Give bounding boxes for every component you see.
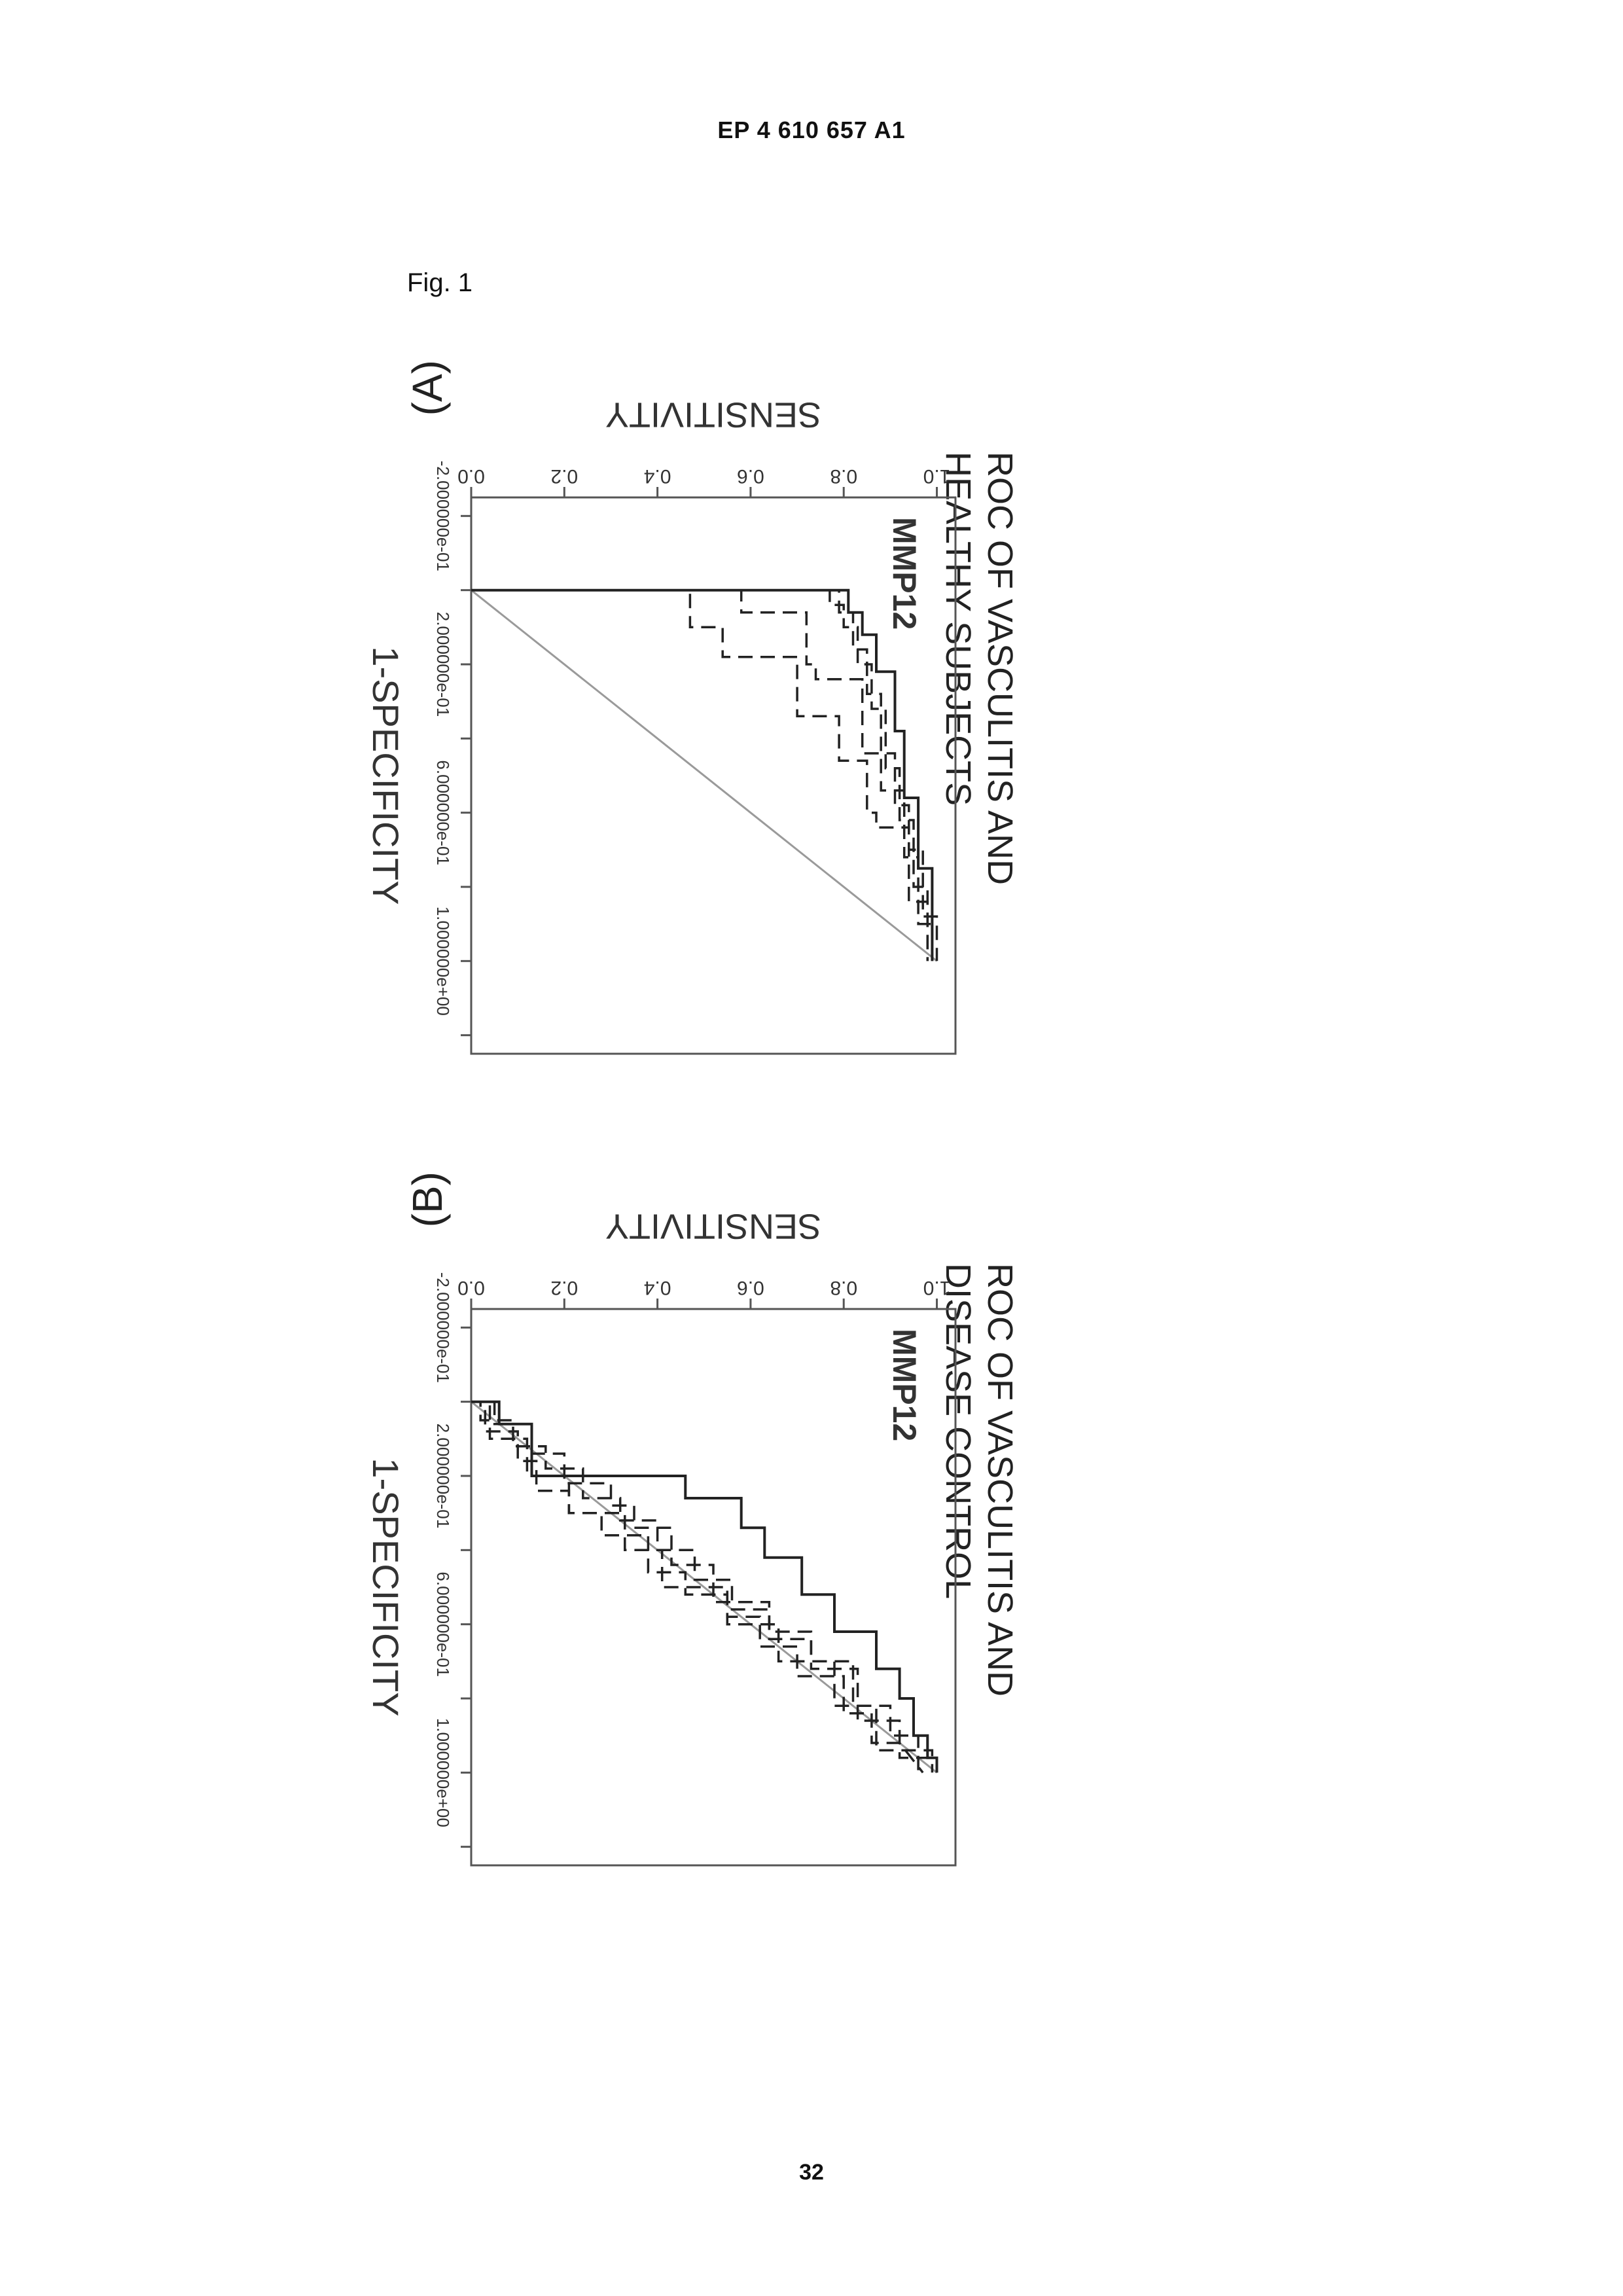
chart-1-y-tick-label-2: 0.4 [644,1277,671,1299]
chart-1-annotation-mmp12: MMP12 [886,1329,923,1441]
chart-1-y-tick-label-3: 0.6 [737,1277,764,1299]
chart-1-x-tick-label-4: 6.000000e-01 [433,1571,453,1676]
chart-1-y-tick-label-1: 0.2 [550,1277,578,1299]
chart-0-y-tick-label-5: 1.0 [923,465,951,487]
chart-0-x-axis-label: 1-SPECIFICITY [365,646,406,905]
figure-label: Fig. 1 [407,268,473,298]
chart-0-x-tick-label-2: 2.000000e-01 [433,612,453,717]
chart-1-plot-frame [471,1309,955,1865]
chart-0-y-tick-label-3: 0.6 [737,465,764,487]
panel-a-title: ROC OF VASCULITIS AND HEALTHY SUBJECTS [937,452,1021,1041]
chart-0-reference-line [471,590,937,961]
chart-1-series-2 [471,1402,932,1773]
chart-0-plot-frame [471,497,955,1054]
panel-b-title: ROC OF VASCULITIS AND DISEASE CONTROL [937,1263,1021,1852]
panel-b-roc-chart: -2.000000e-01 2.000000e-01 6.000000e-01 1.0… [255,1145,1106,1931]
chart-1-x-tick-label-6: 1.000000e+00 [433,1718,453,1827]
panel-a: (A) ROC OF VASCULITIS AND HEALTHY SUBJEC… [255,334,1106,1119]
chart-1-series-3 [471,1402,937,1773]
chart-1-y-tick-label-5: 1.0 [923,1277,951,1299]
document-header-number: EP 4 610 657 A1 [0,117,1623,144]
chart-0-series-4 [471,590,927,961]
chart-0-annotation-mmp12: MMP12 [886,517,923,630]
panel-a-title-line-1: ROC OF VASCULITIS AND [979,452,1021,1041]
chart-1-series-0 [471,1402,937,1773]
chart-0-series-0 [471,590,932,961]
chart-0-x-tick-label-4: 6.000000e-01 [433,760,453,865]
chart-1-reference-line [471,1402,937,1773]
panel-a-letter: (A) [403,360,452,416]
chart-0-x-tick-label-0: -2.000000e-01 [433,461,453,571]
chart-0-y-tick-label-2: 0.4 [644,465,671,487]
chart-0-y-tick-label-0: 0.0 [457,465,485,487]
chart-1-y-axis-label: SENSITIVITY [605,1207,821,1246]
chart-0-series-2 [471,590,937,961]
chart-1-x-axis-label: 1-SPECIFICITY [365,1458,406,1716]
chart-0-series-3 [471,590,932,961]
chart-1-series-1 [471,1402,923,1773]
chart-0-x-tick-label-6: 1.000000e+00 [433,906,453,1016]
chart-1-x-tick-label-2: 2.000000e-01 [433,1424,453,1528]
panel-a-roc-chart: -2.000000e-01 2.000000e-01 6.000000e-01 1.0… [255,334,1106,1119]
panel-b: (B) ROC OF VASCULITIS AND DISEASE CONTRO… [255,1145,1106,1931]
chart-0-y-tick-label-1: 0.2 [550,465,578,487]
chart-1-series-4 [471,1402,918,1773]
panel-b-title-line-2: DISEASE CONTROL [937,1263,979,1852]
chart-0-series-1 [471,590,927,961]
chart-1-y-tick-label-4: 0.8 [830,1277,857,1299]
page-number: 32 [0,2160,1623,2185]
panel-b-letter: (B) [403,1172,452,1227]
chart-0-y-tick-label-4: 0.8 [830,465,857,487]
chart-1-x-tick-label-0: -2.000000e-01 [433,1272,453,1383]
rotated-figure: (A) ROC OF VASCULITIS AND HEALTHY SUBJEC… [255,334,1106,2036]
panel-b-title-line-1: ROC OF VASCULITIS AND [979,1263,1021,1852]
chart-0-y-axis-label: SENSITIVITY [605,395,821,435]
chart-1-y-tick-label-0: 0.0 [457,1277,485,1299]
panel-a-title-line-2: HEALTHY SUBJECTS [937,452,979,1041]
